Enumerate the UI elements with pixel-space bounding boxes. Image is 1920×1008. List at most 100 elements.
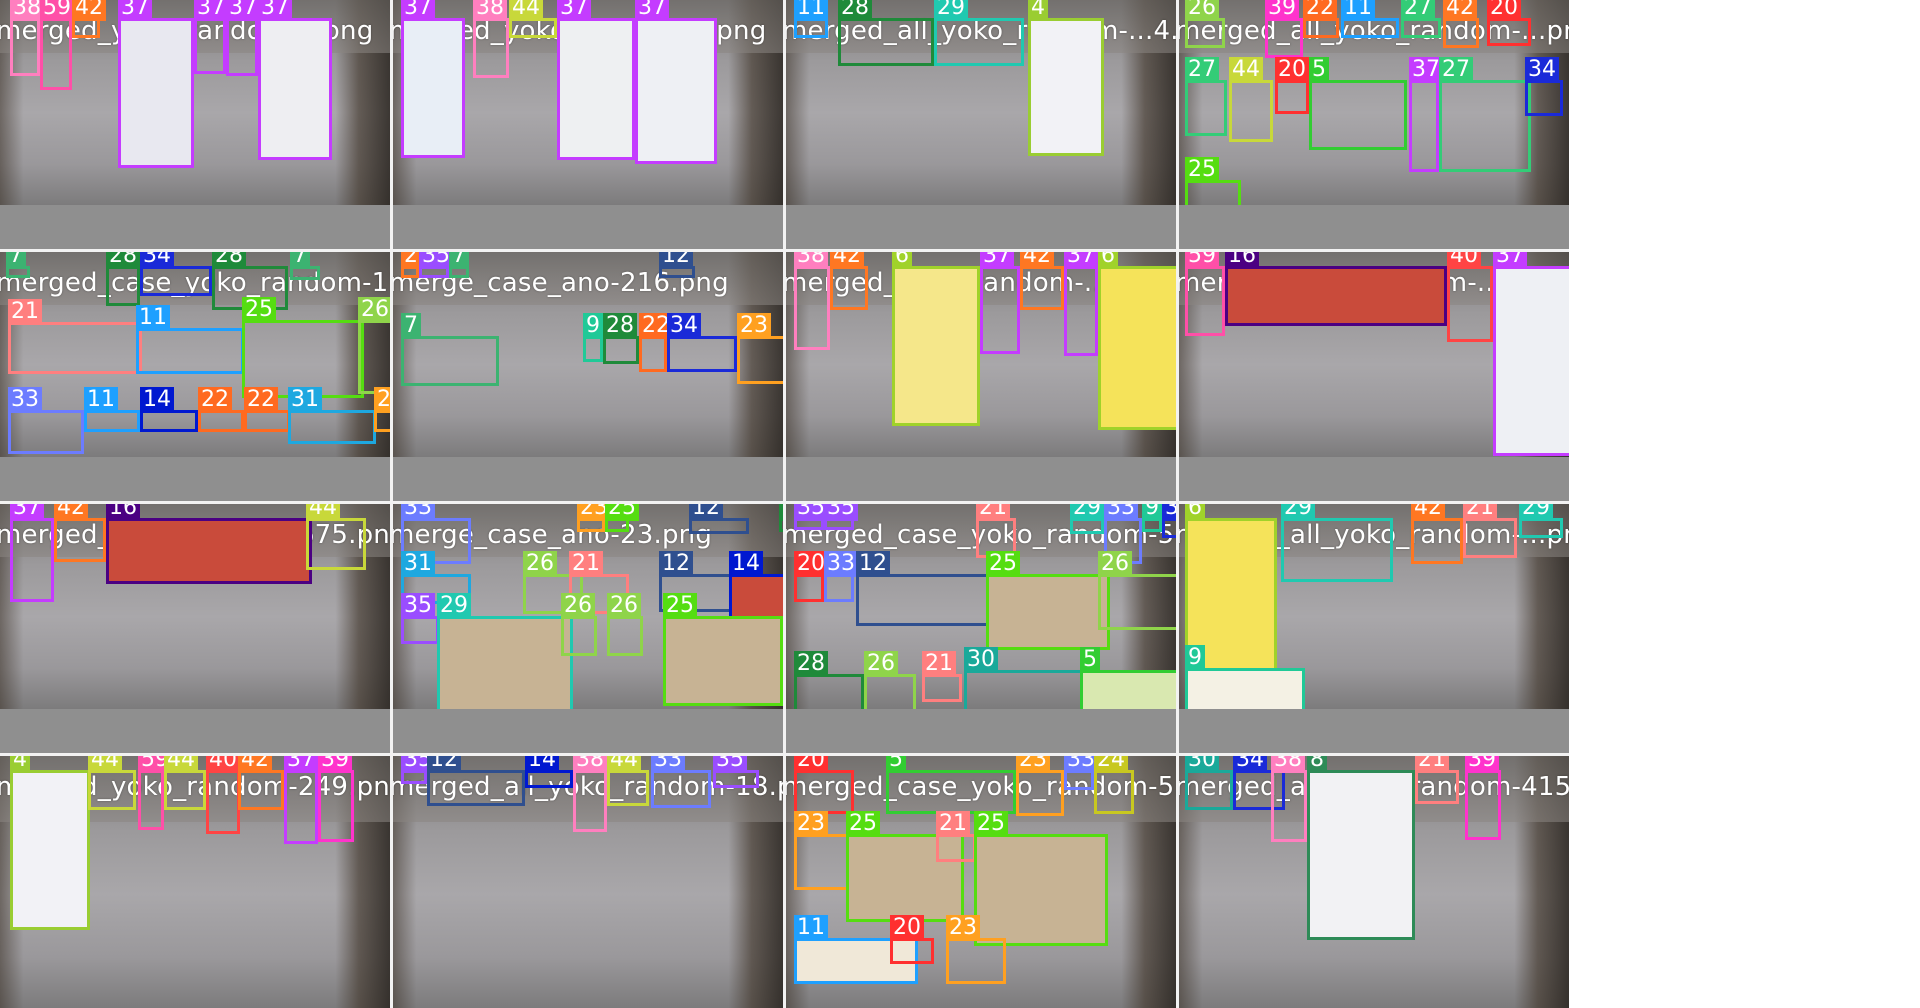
detection-box: 38 xyxy=(794,252,830,350)
detection-box: 35 xyxy=(824,504,858,530)
prediction-tile: merged_all_yoko_random-18.png 35 12 14 3… xyxy=(393,756,783,1008)
detection-box: 23 xyxy=(374,387,390,432)
detection-box: 34 xyxy=(1162,504,1176,538)
detection-box: 31 xyxy=(401,551,471,604)
detection-box: 23 xyxy=(577,504,611,532)
detection-box: 37 xyxy=(1064,252,1098,356)
detection-box: 30 xyxy=(964,647,1094,709)
prediction-tile: merged_yoko_random-675.png 37 42 16 44 xyxy=(0,504,390,709)
detection-box: 37 xyxy=(118,0,194,168)
prediction-tile: merge_case_ano-23.png 33 23 25 12 28 32 … xyxy=(393,504,783,709)
detection-box: 6 xyxy=(1098,252,1176,430)
detection-box: 11 xyxy=(1341,0,1399,38)
prediction-tile: merge_case_ano-216.png 2 35 7 12 33 27 7… xyxy=(393,252,783,457)
detection-box: 34 xyxy=(667,313,737,372)
prediction-tile: merged_all_yoko_random-...png 6 29 42 21… xyxy=(1179,504,1569,709)
detection-box: 22 xyxy=(1303,0,1339,38)
detection-box: 38 xyxy=(10,0,44,76)
prediction-tile: merged_all_yoko_random-415.png 30 34 38 … xyxy=(1179,756,1569,1008)
detection-box: 25 xyxy=(663,593,783,706)
detection-box: 11 xyxy=(136,305,244,374)
tile-caption: merge_case_ano-23.png xyxy=(393,520,713,550)
detection-box: 35 xyxy=(401,756,435,784)
detection-box: 5 xyxy=(886,756,1016,814)
detection-box: 37 xyxy=(401,0,465,158)
detection-box: 25 xyxy=(986,551,1110,650)
detection-box: 33 xyxy=(1064,756,1098,790)
detection-box: 44 xyxy=(509,0,557,38)
detection-box: 14 xyxy=(525,756,573,788)
detection-box: 42 xyxy=(54,504,106,562)
detection-box: 7 xyxy=(290,252,320,280)
detection-box: 26 xyxy=(358,297,390,394)
detection-box: 12 xyxy=(427,756,525,806)
detection-box: 9 xyxy=(1142,504,1162,532)
prediction-tile: merged_case_yoko_random-5...png 35 35 21… xyxy=(786,504,1176,709)
detection-box: 29 xyxy=(1519,504,1563,538)
detection-box: 44 xyxy=(164,756,206,810)
detection-box: 29 xyxy=(1281,504,1393,582)
detection-box: 34 xyxy=(140,252,212,296)
detection-box: 27 xyxy=(1401,0,1441,38)
prediction-tile: merged_yoko_random-...png 59 16 40 37 42 xyxy=(1179,252,1569,457)
prediction-tile: merged_yoko_random-...png 38 59 42 37 37… xyxy=(0,0,390,205)
detection-box: 14 xyxy=(140,387,198,432)
detection-box: 11 xyxy=(794,0,828,38)
detection-box: 37 xyxy=(226,0,260,76)
detection-box: 20 xyxy=(794,551,828,602)
prediction-tile: merged_yoko_random-...png 37 38 44 37 37 xyxy=(393,0,783,205)
detection-box: 42 xyxy=(1443,0,1479,48)
detection-box: 26 xyxy=(607,593,643,656)
detection-box: 35 xyxy=(401,593,439,644)
detection-box: 33 xyxy=(651,756,711,808)
detection-box: 20 xyxy=(890,915,934,964)
detection-box: 30 xyxy=(1185,756,1233,810)
detection-box: 20 xyxy=(1275,57,1309,114)
detection-box: 59 xyxy=(40,0,74,90)
detection-box: 16 xyxy=(1225,252,1447,326)
detection-box: 22 xyxy=(639,313,673,372)
detection-box: 37 xyxy=(635,0,717,164)
detection-box: 33 xyxy=(401,504,471,564)
detection-box: 4 xyxy=(1028,0,1104,156)
detection-box: 12 xyxy=(659,551,745,612)
detection-box: 16 xyxy=(106,504,312,584)
detection-box: 40 xyxy=(1447,252,1493,342)
detection-box: 34 xyxy=(1525,57,1563,116)
detection-box: 25 xyxy=(1185,157,1241,205)
detection-box: 39 xyxy=(1265,0,1303,58)
detection-box: 26 xyxy=(864,651,916,709)
detection-box: 9 xyxy=(1185,645,1305,709)
detection-box: 33 xyxy=(8,387,84,454)
detection-box: 31 xyxy=(288,387,376,444)
prediction-tile: merged_case_yoko_random-5.png 20 5 23 33… xyxy=(786,756,1176,1008)
detection-box: 42 xyxy=(1020,252,1064,310)
detection-box: 42 xyxy=(830,252,868,310)
detection-box: 5 xyxy=(1309,57,1407,150)
detection-box: 39 xyxy=(318,756,354,842)
detection-box: 21 xyxy=(1415,756,1459,804)
detection-box: 37 xyxy=(1409,57,1443,172)
detection-box: 21 xyxy=(936,811,976,862)
detection-box: 39 xyxy=(1465,756,1501,840)
detection-box: 27 xyxy=(1439,57,1531,172)
detection-box: 28 xyxy=(603,313,639,364)
detection-box: 38 xyxy=(573,756,607,832)
detection-box: 38 xyxy=(473,0,509,78)
detection-box: 59 xyxy=(138,756,172,830)
detection-box: 7 xyxy=(401,313,499,386)
detection-box: 42 xyxy=(72,0,106,38)
detection-box: 44 xyxy=(1229,57,1273,142)
detection-box: 21 xyxy=(8,299,142,374)
detection-box: 24 xyxy=(1094,756,1134,814)
detection-box: 26 xyxy=(561,593,597,656)
detection-box: 21 xyxy=(976,504,1016,558)
detection-box: 22 xyxy=(244,387,290,432)
detection-box: 11 xyxy=(84,387,140,432)
detection-box: 28 xyxy=(838,0,934,66)
detection-box: 27 xyxy=(1185,57,1227,136)
detection-box: 29 xyxy=(1070,504,1104,534)
detection-box: 28 xyxy=(794,651,864,709)
detection-box: 37 xyxy=(1493,252,1569,456)
detection-box: 8 xyxy=(1307,756,1415,940)
